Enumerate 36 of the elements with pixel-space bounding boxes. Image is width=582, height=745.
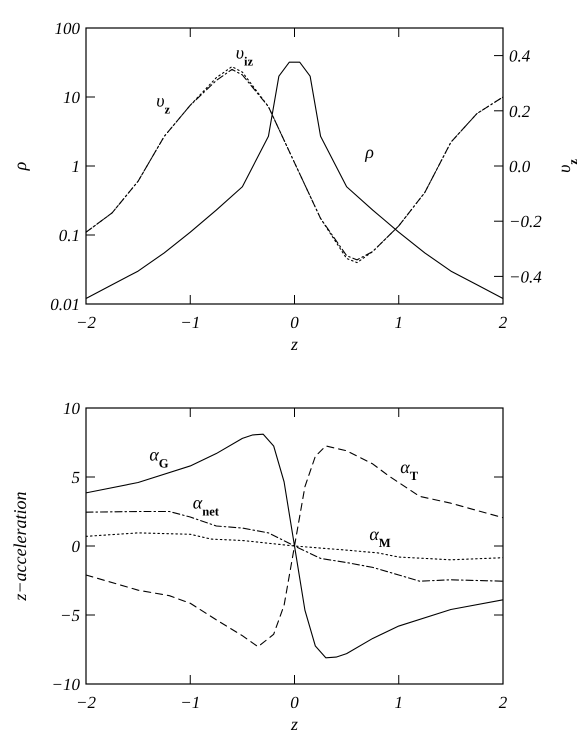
x-tick-label: −2 — [76, 313, 96, 332]
x-tick-label: −2 — [76, 693, 96, 712]
x-tick-label: 2 — [498, 693, 508, 712]
series-label: ρ — [364, 142, 374, 162]
series-label: υ$_{iz}$ — [236, 42, 254, 68]
x-tick-label: 0 — [290, 693, 300, 712]
y-tick-label: 0.01 — [50, 294, 80, 314]
y-tick-label: 100 — [54, 18, 80, 38]
y2-tick-label: −0.2 — [509, 212, 542, 232]
y2-tick-label: −0.4 — [509, 267, 542, 286]
x-axis-title: z — [290, 334, 298, 354]
y2-tick-label: 0.4 — [509, 46, 531, 66]
y-tick-label: −10 — [52, 674, 80, 694]
y2-tick-label: 0.2 — [509, 102, 531, 121]
x-axis-title: z — [290, 714, 298, 734]
y2-tick-label: 0.0 — [509, 156, 531, 176]
y-axis-title: ρ — [10, 161, 30, 172]
y-tick-label: 1 — [72, 156, 80, 176]
y-tick-label: 10 — [63, 88, 80, 107]
x-tick-label: 1 — [394, 313, 403, 332]
x-tick-label: −1 — [180, 693, 200, 712]
y-tick-label: −5 — [60, 606, 80, 625]
y-tick-label: 0.1 — [58, 226, 80, 245]
series-label: υ$_{z}$ — [156, 90, 170, 117]
series-label: α$_{M}$ — [369, 524, 391, 550]
x-tick-label: 2 — [498, 313, 508, 332]
series-label: α$_{G}$ — [149, 444, 169, 470]
x-tick-label: 1 — [394, 693, 403, 712]
y-axis-title: z−acceleration — [10, 491, 30, 602]
x-tick-label: 0 — [290, 313, 300, 332]
series-label: α$_{T}$ — [400, 456, 419, 483]
y-tick-label: 5 — [72, 468, 80, 487]
x-tick-label: −1 — [180, 313, 200, 332]
y-tick-label: 10 — [63, 398, 80, 418]
series-label: α$_{net}$ — [192, 492, 220, 519]
y-tick-label: 0 — [72, 536, 80, 556]
